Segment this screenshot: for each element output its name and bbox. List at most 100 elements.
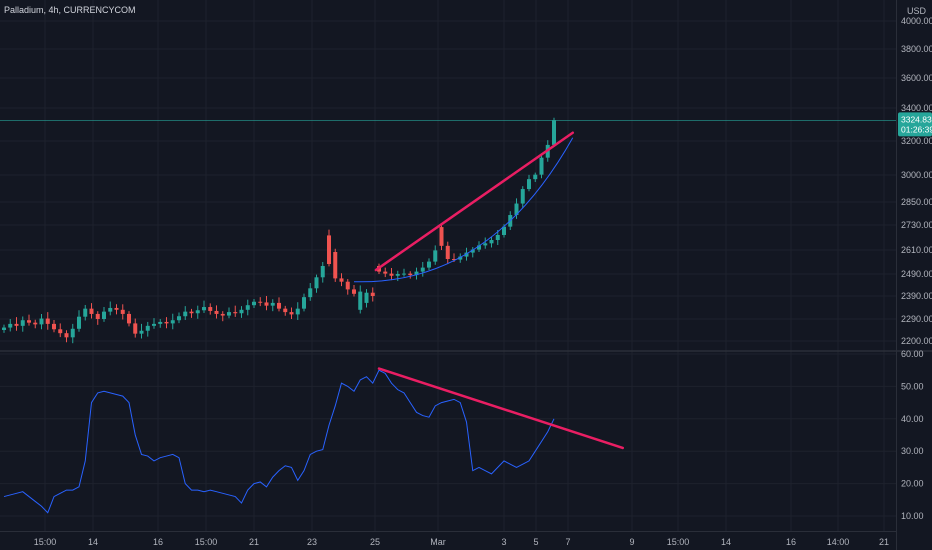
time-tick-label: 21 (879, 537, 889, 547)
indicator-axis[interactable]: 10.00 20.00 30.00 40.00 50.00 60.00 (901, 349, 924, 521)
symbol-title[interactable]: Palladium, 4h, CURRENCYCOM (4, 5, 136, 15)
candle-body (408, 273, 413, 276)
time-tick-label: 25 (370, 537, 380, 547)
price-tick-label: 2290.00 (901, 314, 932, 324)
candle-body (427, 261, 431, 268)
candle-body (239, 309, 244, 314)
candle-body (220, 313, 225, 316)
candle-body (433, 250, 438, 262)
candle-body (8, 323, 13, 328)
candle-body (302, 297, 306, 309)
candle-body (202, 307, 206, 311)
price-tick-label: 3200.00 (901, 136, 932, 146)
indicator-pane[interactable] (3, 369, 555, 514)
candle-body (402, 273, 406, 275)
candle-body (527, 179, 531, 190)
candle-body (208, 307, 213, 311)
candle-body (483, 243, 488, 246)
candle-body (283, 308, 288, 313)
candle-body (164, 321, 169, 324)
time-tick-label: 9 (629, 537, 634, 547)
time-tick-label: 16 (153, 537, 163, 547)
candle-body (2, 327, 6, 330)
price-tick-label: 2850.00 (901, 197, 932, 207)
candle-body (64, 333, 69, 338)
candle-body (102, 311, 106, 319)
candle-body (533, 174, 538, 180)
candle-body (139, 330, 144, 334)
candle-body (470, 249, 475, 253)
indicator-tick-label: 60.00 (901, 349, 924, 359)
candle-body (20, 320, 25, 326)
last-price-label: 3324.83 01:26:39 (898, 112, 932, 137)
indicator-tick-label: 30.00 (901, 446, 924, 456)
candle-body (108, 307, 113, 312)
candle-body (458, 256, 463, 260)
candle-body (83, 308, 88, 317)
indicator-tick-label: 20.00 (901, 479, 924, 489)
indicator-tick-label: 10.00 (901, 511, 924, 521)
candle-body (339, 278, 344, 282)
candle-body (464, 252, 469, 257)
candle-body (145, 325, 150, 331)
candle-body (33, 322, 38, 325)
candle-body (158, 321, 163, 324)
candle-body (77, 316, 81, 329)
candle-body (245, 305, 250, 310)
candle-body (395, 274, 400, 276)
last-price-value: 3324.83 (901, 114, 932, 124)
candle-body (452, 259, 456, 260)
trendline-drawing (377, 367, 624, 450)
candle-body (414, 271, 419, 276)
candle-body (152, 323, 156, 326)
candle-body (252, 301, 256, 306)
candle-body (227, 312, 231, 316)
candle-body (95, 313, 100, 319)
candle-body (364, 292, 369, 303)
time-tick-label: 14 (88, 537, 98, 547)
last-price-countdown: 01:26:39 (901, 124, 932, 134)
candle-body (539, 157, 544, 175)
candle-body (477, 245, 481, 250)
candle-body (114, 307, 119, 310)
price-pane[interactable] (0, 117, 896, 344)
candle-body (27, 320, 31, 323)
indicator-tick-label: 40.00 (901, 414, 924, 424)
candle-body (14, 323, 19, 326)
time-axis[interactable]: 15:00 14 16 15:00 21 23 25 Mar 3 5 7 9 15:00 14 16 14:0… (34, 537, 889, 547)
candle-body (133, 323, 138, 334)
time-tick-label: 7 (565, 537, 570, 547)
time-tick-label: 15:00 (195, 537, 218, 547)
currency-label: USD (907, 6, 927, 16)
price-tick-label: 3000.00 (901, 170, 932, 180)
price-tick-label: 3400.00 (901, 103, 932, 113)
time-tick-label: 14 (721, 537, 731, 547)
price-tick-label: 2610.00 (901, 245, 932, 255)
candle-body (489, 240, 494, 244)
candle-body (277, 302, 281, 309)
drawings[interactable] (353, 131, 624, 450)
price-tick-label: 2200.00 (901, 336, 932, 346)
candle-body (177, 316, 181, 321)
candle-body (258, 301, 263, 303)
candle-body (170, 320, 175, 324)
price-axis[interactable]: 2200.00 2290.00 2390.00 2490.00 2610.00 2730.… (901, 16, 932, 346)
candle-body (514, 203, 519, 216)
price-tick-label: 2490.00 (901, 269, 932, 279)
candle-body (389, 273, 394, 276)
candle-body (195, 310, 200, 314)
price-tick-label: 3600.00 (901, 73, 932, 83)
indicator-tick-label: 50.00 (901, 381, 924, 391)
candle-body (320, 266, 325, 278)
price-tick-label: 3800.00 (901, 44, 932, 54)
candle-body (314, 277, 319, 289)
candle-body (289, 312, 294, 315)
grid-lines (0, 0, 896, 531)
candle-body (233, 312, 238, 314)
candle-body (333, 252, 338, 279)
candle-body (45, 318, 50, 324)
time-tick-label: Mar (430, 537, 446, 547)
candle-body (89, 308, 94, 314)
price-tick-label: 2390.00 (901, 291, 932, 301)
